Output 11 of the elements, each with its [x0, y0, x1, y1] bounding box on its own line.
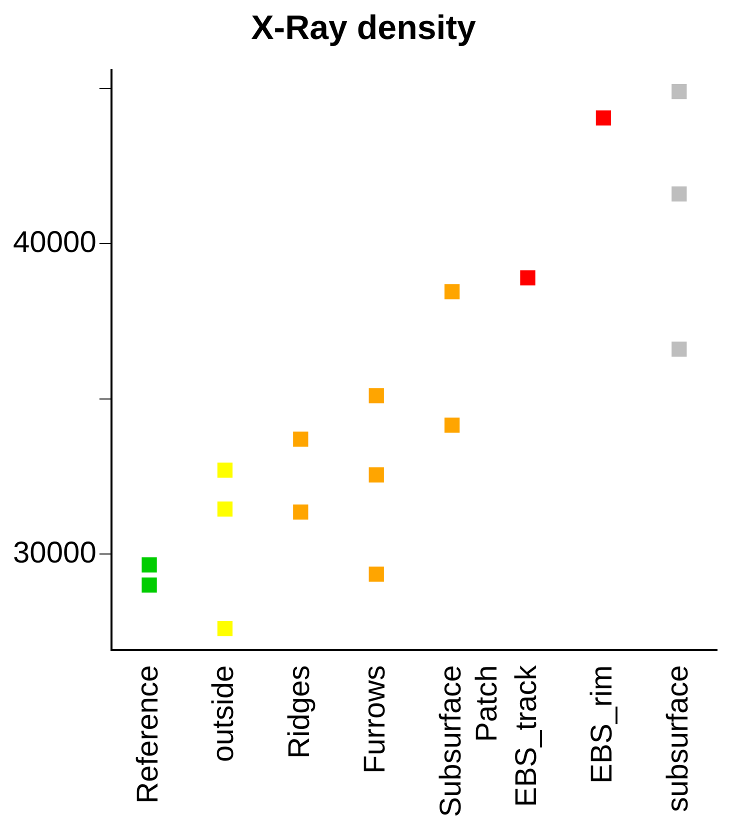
y-tick-label: 40000 — [12, 226, 96, 259]
x-tick-label: Furrows — [358, 665, 392, 774]
x-tick-label: Ridges — [282, 665, 316, 759]
chart-title: X-Ray density — [251, 8, 476, 47]
x-tick-label: outside — [207, 665, 240, 762]
x-tick-label: subsurface — [661, 665, 694, 812]
x-tick-label: EBS_track — [510, 664, 544, 807]
x-tick-label: Reference — [132, 665, 165, 804]
x-tick-label: EBS_rim — [586, 665, 619, 784]
y-tick-label: 30000 — [12, 536, 96, 570]
x-tick-label: Subsurface Patch — [434, 665, 504, 818]
